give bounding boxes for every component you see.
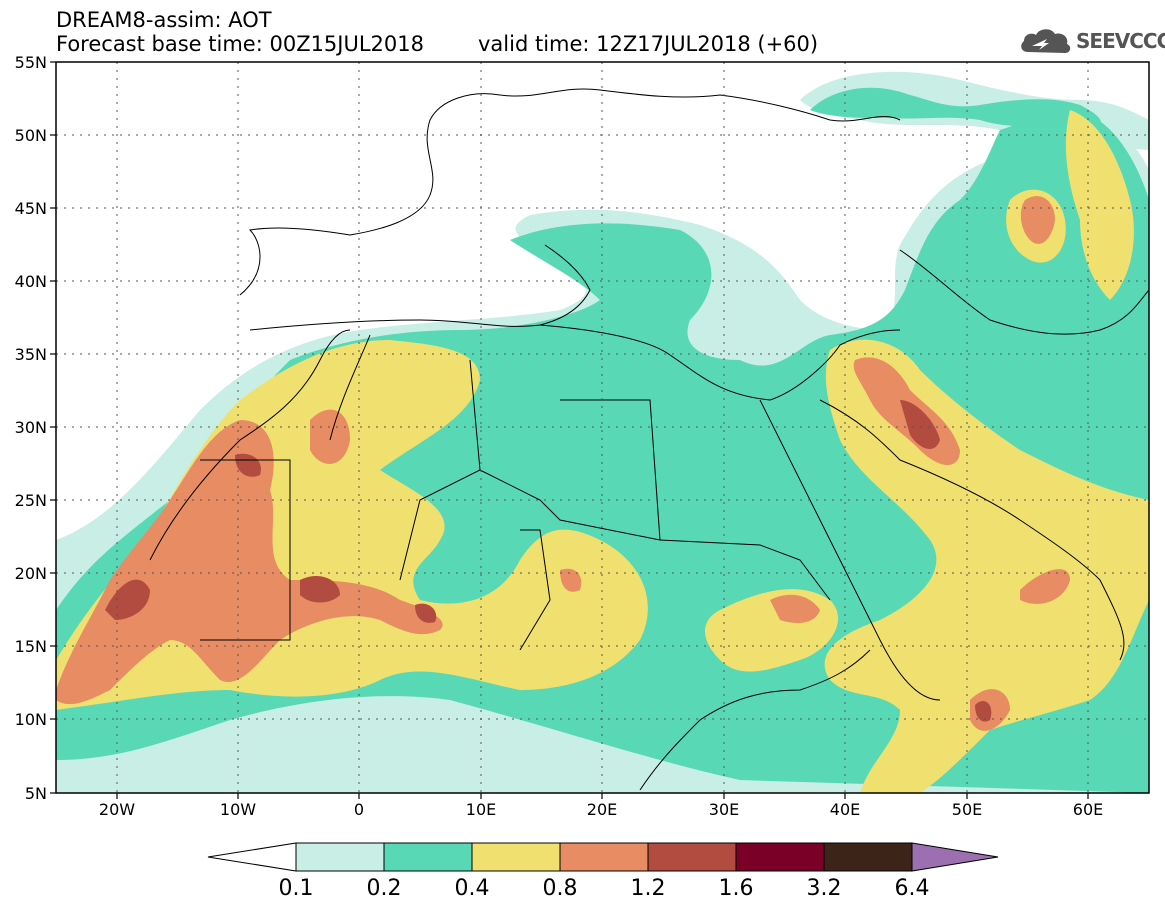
lat-label: 5N xyxy=(25,784,47,803)
lat-label: 15N xyxy=(15,637,47,656)
colorbar-label: 0.8 xyxy=(543,876,578,901)
aot-fields xyxy=(56,71,1149,793)
colorbar-swatch xyxy=(647,842,737,872)
seevccc-logo: SEEVCCC xyxy=(1018,24,1165,58)
lat-label: 55N xyxy=(15,53,47,72)
map-title: DREAM8-assim: AOT xyxy=(56,8,272,32)
colorbar-label: 6.4 xyxy=(895,876,930,901)
lat-label: 20N xyxy=(15,564,47,583)
tick-marks xyxy=(50,61,1089,799)
colorbar-label: 0.1 xyxy=(279,876,314,901)
lat-label: 40N xyxy=(15,272,47,291)
lon-label: 60E xyxy=(1073,800,1103,819)
colorbar-swatch xyxy=(559,842,649,872)
forecast-base-time: Forecast base time: 00Z15JUL2018 xyxy=(56,32,425,56)
colorbar-label: 1.2 xyxy=(631,876,666,901)
lat-label: 35N xyxy=(15,345,47,364)
lat-label: 25N xyxy=(15,491,47,510)
lon-label: 0 xyxy=(354,800,364,819)
colorbar-label: 3.2 xyxy=(807,876,842,901)
valid-time: valid time: 12Z17JUL2018 (+60) xyxy=(478,32,819,56)
lat-label: 10N xyxy=(15,710,47,729)
lon-label: 30E xyxy=(709,800,739,819)
lat-label: 30N xyxy=(15,418,47,437)
lon-label: 20E xyxy=(587,800,617,819)
lon-label: 20W xyxy=(99,800,135,819)
lon-label: 40E xyxy=(830,800,860,819)
lat-label: 45N xyxy=(15,199,47,218)
colorbar-swatch xyxy=(383,842,473,872)
colorbar-low-arrow xyxy=(207,842,297,872)
lon-label: 10W xyxy=(220,800,256,819)
colorbar-swatch xyxy=(295,842,385,872)
lat-label: 50N xyxy=(15,126,47,145)
colorbar-labels: 0.1 0.2 0.4 0.8 1.2 1.6 3.2 6.4 xyxy=(279,876,930,901)
aot-level-1.2 xyxy=(105,400,992,722)
colorbar-label: 0.4 xyxy=(455,876,490,901)
lon-label: 10E xyxy=(466,800,496,819)
colorbar xyxy=(207,842,999,872)
colorbar-label: 0.2 xyxy=(367,876,402,901)
coastlines xyxy=(149,88,1149,791)
logo-text: SEEVCCC xyxy=(1076,29,1165,53)
colorbar-swatch xyxy=(823,842,913,872)
lon-label: 50E xyxy=(952,800,982,819)
lon-labels: 20W 10W 0 10E 20E 30E 40E 50E 60E xyxy=(99,800,1103,819)
graticule xyxy=(56,62,1149,793)
colorbar-swatch xyxy=(735,842,825,872)
cloud-icon xyxy=(1021,29,1071,53)
colorbar-high-arrow xyxy=(911,842,999,872)
colorbar-swatch xyxy=(471,842,561,872)
colorbar-label: 1.6 xyxy=(719,876,754,901)
lat-labels: 55N 50N 45N 40N 35N 30N 25N 20N 15N 10N … xyxy=(15,53,47,803)
